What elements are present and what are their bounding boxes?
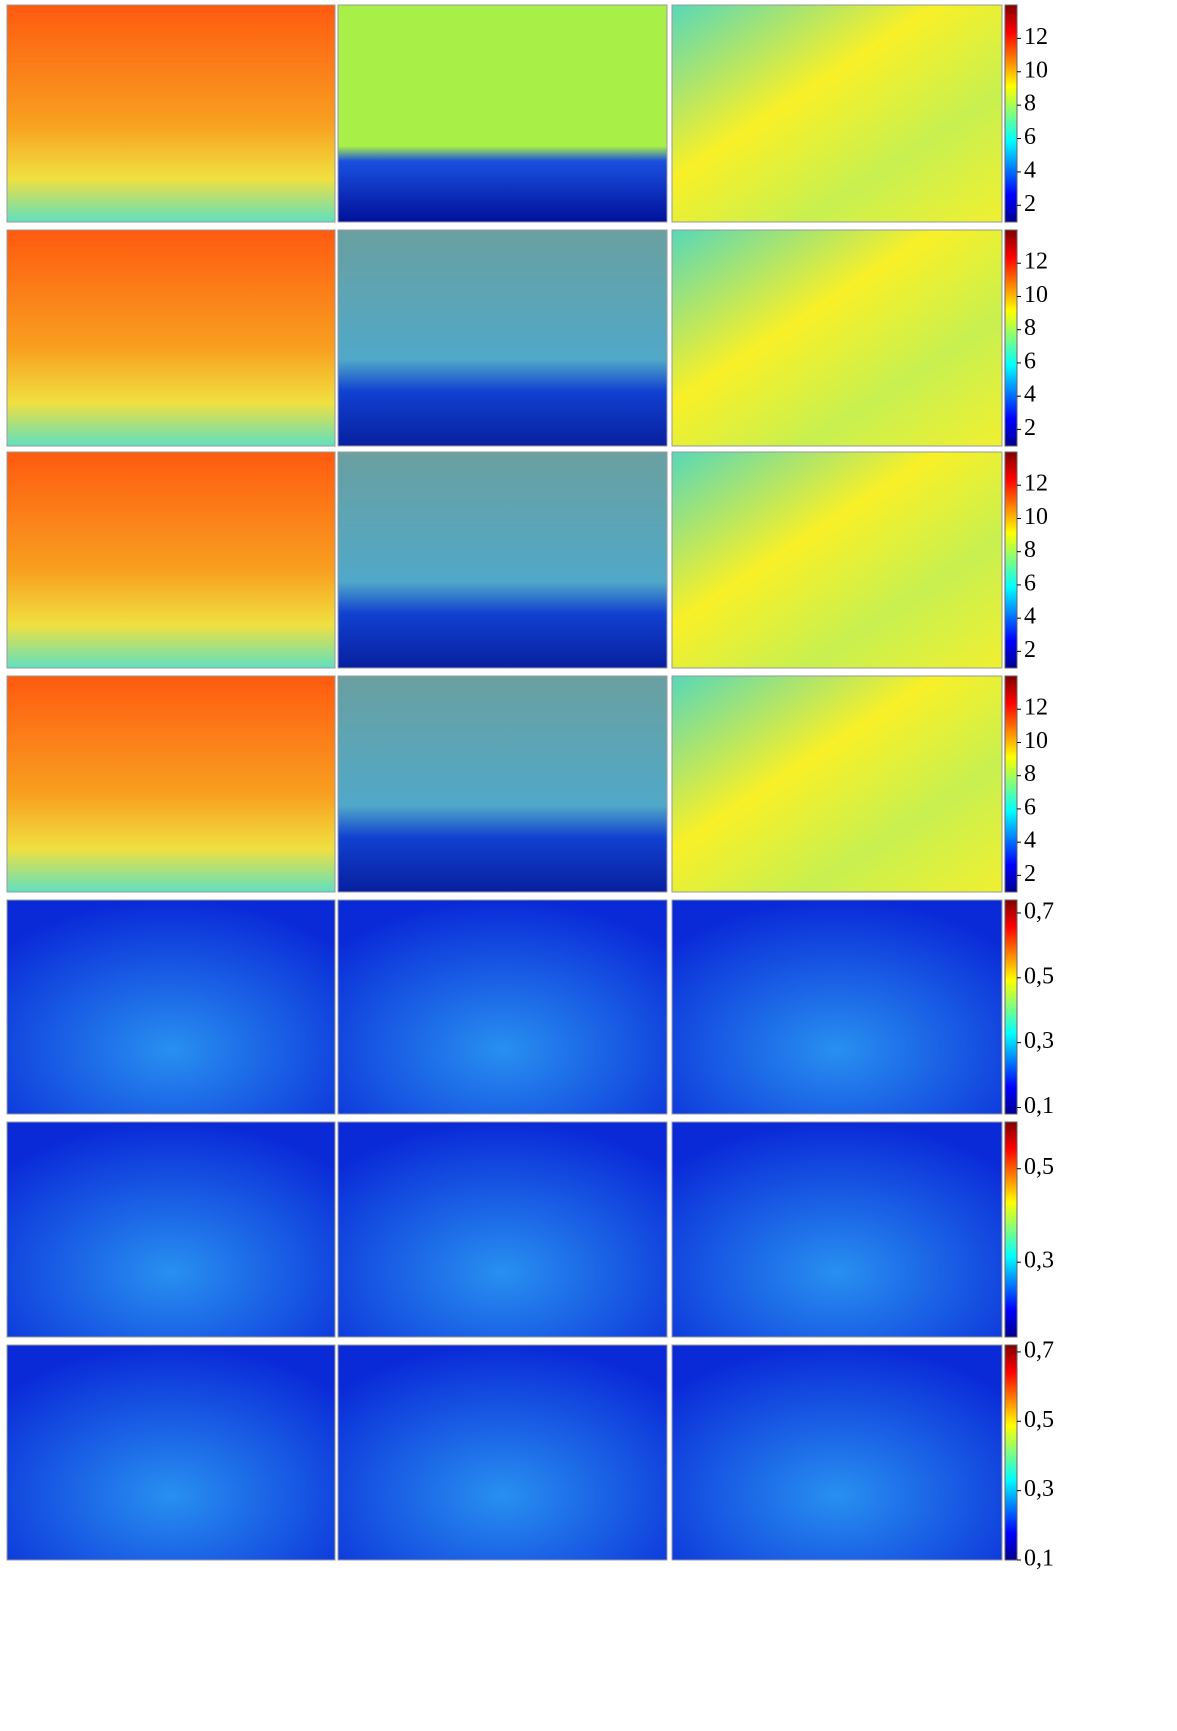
colorbar-tick-label: 10	[1024, 282, 1048, 308]
colorbar-tick-label: 6	[1024, 348, 1036, 374]
image-panel	[337, 451, 668, 669]
image-panel	[6, 229, 336, 447]
image-panel	[337, 1121, 668, 1338]
colorbar-tick-label: 10	[1024, 504, 1048, 530]
colorbar-tick-label: 12	[1024, 249, 1048, 275]
image-panel	[671, 4, 1003, 223]
image-panel	[6, 4, 336, 223]
colorbar-tick-label: 0,5	[1024, 1154, 1054, 1180]
colorbar-tick-label: 8	[1024, 91, 1036, 117]
colorbar	[1004, 229, 1018, 447]
image-panel	[337, 675, 668, 893]
colorbar	[1004, 1344, 1018, 1561]
colorbar-tick-label: 0,5	[1024, 1407, 1054, 1433]
image-panel	[6, 1121, 336, 1338]
colorbar-tick-label: 0,7	[1024, 898, 1054, 924]
colorbar-tick-label: 0,3	[1024, 1476, 1054, 1502]
image-panel	[337, 1344, 668, 1561]
colorbar-tick-label: 4	[1024, 157, 1036, 183]
image-panel	[6, 1344, 336, 1561]
colorbar-tick-label: 8	[1024, 761, 1036, 787]
colorbar	[1004, 451, 1018, 669]
colorbar-tick-label: 10	[1024, 728, 1048, 754]
image-panel	[671, 675, 1003, 893]
colorbar	[1004, 4, 1018, 223]
colorbar-tick-label: 4	[1024, 382, 1036, 408]
colorbar-tick-label: 6	[1024, 794, 1036, 820]
image-panel	[337, 229, 668, 447]
colorbar-tick-label: 12	[1024, 24, 1048, 50]
colorbar-tick-label: 2	[1024, 191, 1036, 217]
colorbar-tick-label: 2	[1024, 861, 1036, 887]
image-panel	[671, 229, 1003, 447]
colorbar-tick-label: 0,1	[1024, 1093, 1054, 1119]
image-panel	[6, 675, 336, 893]
colorbar	[1004, 675, 1018, 893]
colorbar-tick-label: 12	[1024, 695, 1048, 721]
image-panel	[671, 1121, 1003, 1338]
colorbar-tick-label: 0,3	[1024, 1028, 1054, 1054]
image-panel	[671, 451, 1003, 669]
colorbar-tick-label: 2	[1024, 415, 1036, 441]
colorbar-tick-label: 10	[1024, 57, 1048, 83]
colorbar-tick-label: 6	[1024, 570, 1036, 596]
colorbar-tick-label: 4	[1024, 828, 1036, 854]
image-panel	[337, 4, 668, 223]
image-panel	[337, 899, 668, 1115]
colorbar-tick-label: 6	[1024, 124, 1036, 150]
colorbar-tick-label: 0,3	[1024, 1248, 1054, 1274]
colorbar	[1004, 899, 1018, 1115]
colorbar-tick-label: 4	[1024, 604, 1036, 630]
colorbar-tick-label: 8	[1024, 315, 1036, 341]
colorbar-tick-label: 0,7	[1024, 1337, 1054, 1363]
colorbar-tick-label: 8	[1024, 537, 1036, 563]
colorbar-tick-label: 2	[1024, 637, 1036, 663]
image-panel	[671, 899, 1003, 1115]
colorbar-tick-label: 12	[1024, 471, 1048, 497]
image-panel	[671, 1344, 1003, 1561]
image-panel	[6, 451, 336, 669]
colorbar	[1004, 1121, 1018, 1338]
image-panel	[6, 899, 336, 1115]
colorbar-tick-label: 0,1	[1024, 1546, 1054, 1572]
colorbar-tick-label: 0,5	[1024, 963, 1054, 989]
